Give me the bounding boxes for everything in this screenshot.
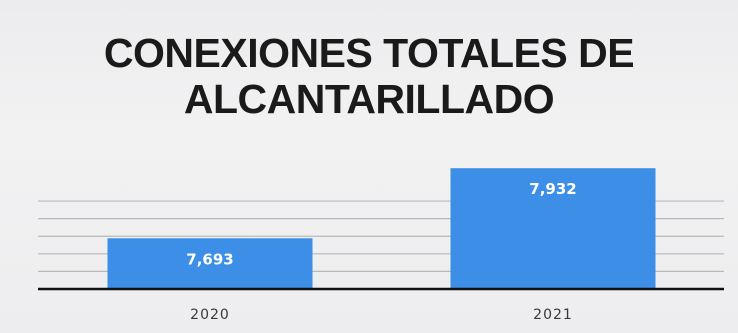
chart-title-line-2: ALCANTARILLADO: [183, 76, 555, 122]
bars: 7,693 2020 7,932 2021: [107, 168, 656, 323]
bar-value-label: 7,693: [186, 250, 233, 268]
x-tick-label: 2021: [533, 307, 573, 323]
bar-2020: [107, 238, 313, 289]
bar-2021: [450, 168, 656, 289]
x-tick-label: 2020: [190, 307, 230, 323]
chart-title-line-1: CONEXIONES TOTALES DE: [103, 30, 635, 76]
chart-title: CONEXIONES TOTALES DE ALCANTARILLADO: [0, 30, 738, 122]
bar-value-label: 7,932: [529, 180, 576, 198]
